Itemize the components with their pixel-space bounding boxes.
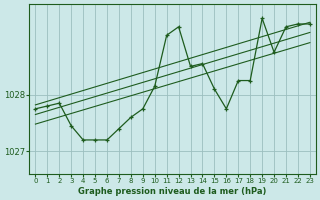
X-axis label: Graphe pression niveau de la mer (hPa): Graphe pression niveau de la mer (hPa) [78, 187, 267, 196]
